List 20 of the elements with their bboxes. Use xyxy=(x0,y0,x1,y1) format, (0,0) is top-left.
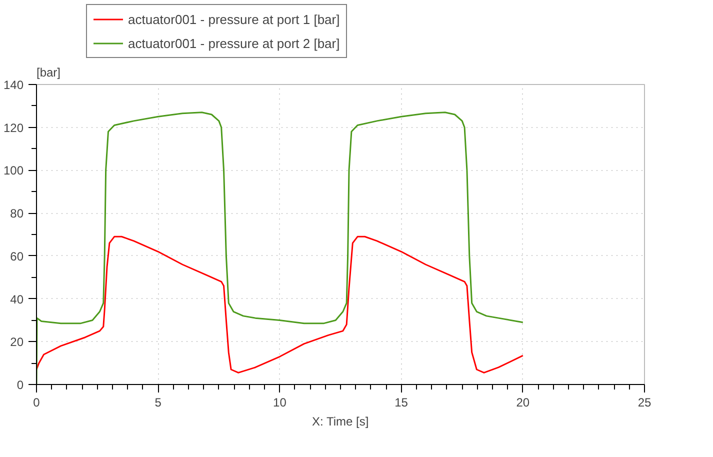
y-tick-label: 20 xyxy=(10,335,24,350)
x-tick-label: 15 xyxy=(394,396,408,410)
line-series xyxy=(36,112,524,384)
y-tick-label: 100 xyxy=(3,164,24,178)
legend-label: actuator001 - pressure at port 1 [bar] xyxy=(128,11,340,27)
line-series xyxy=(36,236,524,374)
y-tick-label: 60 xyxy=(10,249,24,264)
y-tick-label: 0 xyxy=(16,378,24,392)
x-tick-label: 25 xyxy=(638,396,652,410)
x-tick-label: 10 xyxy=(273,396,287,410)
legend-label: actuator001 - pressure at port 2 [bar] xyxy=(128,35,340,51)
y-tick-label: 120 xyxy=(3,120,24,135)
y-axis-title: [bar] xyxy=(36,66,61,80)
x-tick-label: 0 xyxy=(33,396,40,410)
x-axis-title: X: Time [s] xyxy=(312,414,369,428)
y-tick-label: 40 xyxy=(10,292,24,306)
x-tick-label: 5 xyxy=(154,396,162,410)
y-tick-label: 80 xyxy=(10,206,24,221)
x-tick-label: 20 xyxy=(516,396,530,410)
y-tick-label: 140 xyxy=(3,78,24,92)
